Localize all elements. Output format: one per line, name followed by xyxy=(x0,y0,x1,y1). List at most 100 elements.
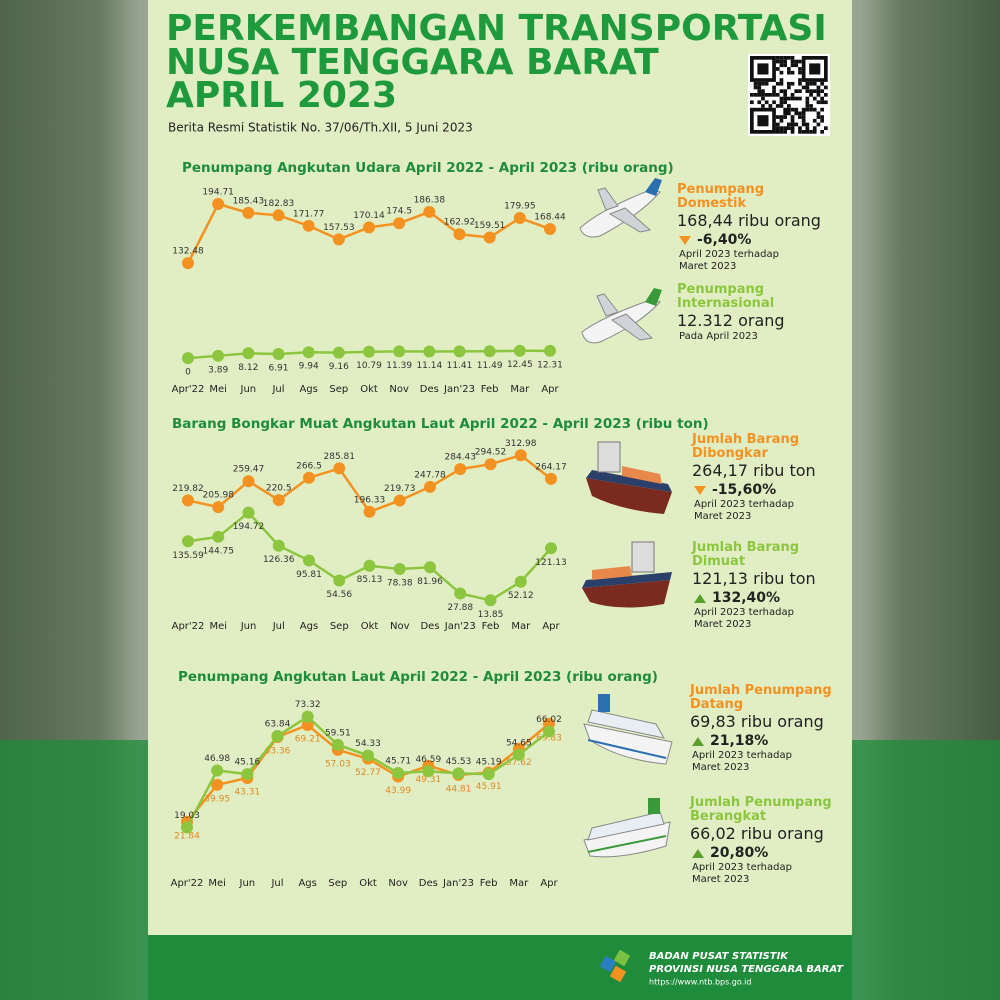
qr-cell xyxy=(824,93,828,97)
x-tick-label: Apr xyxy=(542,621,560,632)
qr-cell xyxy=(775,122,780,127)
qr-cell xyxy=(783,56,787,60)
point xyxy=(242,206,255,219)
point xyxy=(514,575,527,588)
point xyxy=(211,778,224,791)
qr-cell xyxy=(779,130,784,134)
qr-cell xyxy=(798,81,802,86)
footer-region: PROVINSI NUSA TENGGARA BARAT xyxy=(649,964,844,975)
x-tick-label: Sep xyxy=(330,621,349,632)
change-value: 20,80% xyxy=(710,845,769,861)
footer-url: https://www.ntb.bps.go.id xyxy=(649,978,751,987)
qr-cell xyxy=(820,107,824,112)
x-tick-label: Mei xyxy=(209,621,227,632)
point xyxy=(302,346,315,359)
point xyxy=(482,768,495,781)
chart-title: Penumpang Angkutan Udara April 2022 - Ap… xyxy=(182,160,674,176)
qr-cell xyxy=(779,59,784,64)
data-label: 69.83 xyxy=(536,733,562,743)
data-label: 69.21 xyxy=(295,735,321,745)
data-label: 186.38 xyxy=(414,195,446,205)
stat-panel: Penumpang Internasional 12.312 orang Pada … xyxy=(677,283,847,343)
data-label: 266.5 xyxy=(296,461,322,471)
qr-cell xyxy=(753,81,758,86)
qr-cell xyxy=(824,100,828,105)
panel-change: 21,18% xyxy=(692,732,900,750)
qr-cell xyxy=(779,100,784,105)
data-label: 9.94 xyxy=(299,362,319,372)
data-label: 54.56 xyxy=(326,590,352,600)
data-label: 11.14 xyxy=(416,361,442,371)
qr-cell xyxy=(783,59,787,64)
qr-cell xyxy=(783,93,787,97)
panel-note: Maret 2023 xyxy=(694,619,752,630)
qr-finder xyxy=(757,63,769,75)
data-label: 66.02 xyxy=(536,715,562,725)
data-label: 135.59 xyxy=(172,551,204,561)
point xyxy=(484,458,497,471)
qr-cell xyxy=(787,122,791,127)
plane-icon xyxy=(579,178,662,238)
point xyxy=(182,535,194,548)
x-tick-label: Okt xyxy=(361,621,379,632)
point xyxy=(483,345,496,358)
qr-cell xyxy=(779,126,784,130)
qr-cell xyxy=(757,100,762,105)
point xyxy=(393,217,406,230)
panel-note: April 2023 terhadap xyxy=(679,249,779,260)
qr-cell xyxy=(794,122,799,127)
point xyxy=(303,471,315,484)
qr-cell xyxy=(787,96,791,101)
data-label: 95.81 xyxy=(296,570,322,580)
qr-cell xyxy=(809,107,813,112)
data-label: 81.96 xyxy=(417,577,443,587)
data-label: 182.83 xyxy=(263,199,295,209)
point xyxy=(182,494,194,507)
qr-cell xyxy=(761,96,765,101)
panel-value: 66,02 ribu orang xyxy=(690,824,824,843)
point xyxy=(452,767,465,780)
qr-cell xyxy=(764,81,769,86)
x-tick-label: Jul xyxy=(270,878,283,889)
data-label: 179.95 xyxy=(504,202,536,212)
point xyxy=(301,719,314,732)
qr-cell xyxy=(753,85,758,90)
data-label: 45.71 xyxy=(385,757,411,767)
data-label: 12.45 xyxy=(507,360,533,370)
data-label: 159.51 xyxy=(474,221,506,231)
qr-cell xyxy=(775,81,780,86)
stat-panel: Jumlah Penumpang Datang 69,83 ribu orang 2… xyxy=(690,684,900,774)
qr-cell xyxy=(816,85,821,90)
qr-cell xyxy=(816,115,821,119)
point xyxy=(544,344,556,357)
data-label: 52.77 xyxy=(355,768,381,778)
ferry-icon xyxy=(583,798,671,858)
point xyxy=(483,231,496,244)
point xyxy=(513,344,526,357)
panel-title: Penumpang Domestik xyxy=(677,182,765,211)
qr-cell xyxy=(772,100,776,105)
qr-cell xyxy=(805,130,810,134)
panel-value: 12.312 orang xyxy=(677,311,785,330)
data-label: 49.31 xyxy=(415,775,441,785)
qr-cell xyxy=(779,118,784,123)
data-label: 46.59 xyxy=(415,755,441,765)
qr-cell xyxy=(779,115,784,119)
point xyxy=(362,749,374,762)
data-label: 27.88 xyxy=(447,603,473,613)
data-label: 0 xyxy=(185,368,191,378)
qr-cell xyxy=(779,78,784,82)
qr-cell xyxy=(783,107,787,112)
point xyxy=(363,221,375,234)
data-label: 11.39 xyxy=(386,361,412,371)
x-tick-label: Feb xyxy=(482,621,500,632)
point xyxy=(393,562,406,575)
panel-change: 132,40% xyxy=(694,589,872,607)
panel-change: -15,60% xyxy=(694,481,872,499)
data-label: 54.65 xyxy=(506,738,532,748)
data-label: 63.36 xyxy=(265,746,291,756)
panel-note: Pada April 2023 xyxy=(679,331,758,342)
x-tick-label: Mar xyxy=(510,384,530,395)
qr-cell xyxy=(805,89,810,93)
